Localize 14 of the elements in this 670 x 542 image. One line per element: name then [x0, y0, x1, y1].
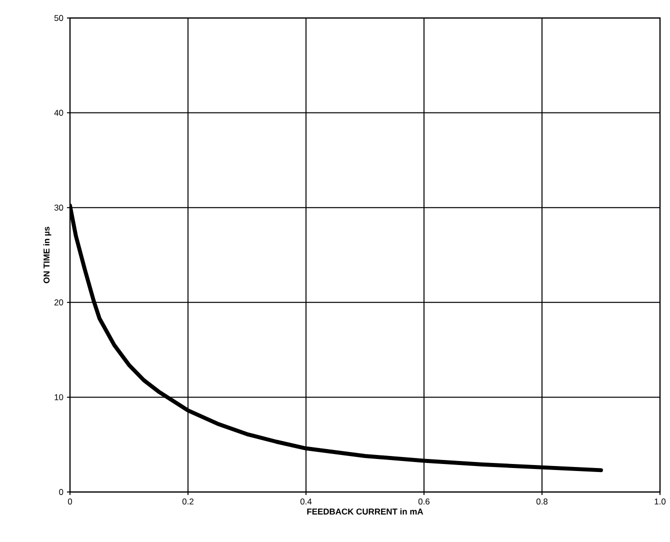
x-tick-label: 0.8	[536, 498, 548, 505]
x-tick-label: 1.0	[654, 498, 666, 505]
x-tick-label: 0.6	[418, 498, 430, 505]
x-tick-label: 0.4	[300, 498, 312, 505]
y-tick-label: 40	[54, 110, 64, 116]
y-tick-label: 10	[54, 394, 64, 400]
x-axis-title: FEEDBACK CURRENT in mA	[307, 508, 424, 515]
y-axis-title: ON TIME in µs	[43, 226, 52, 284]
y-tick-label: 20	[54, 299, 64, 306]
y-tick-label: 30	[54, 204, 64, 211]
x-tick-label: 0	[68, 498, 72, 505]
y-tick-label: 50	[54, 15, 64, 21]
y-tick-label: 0	[59, 489, 64, 495]
x-tick-label: 0.2	[182, 498, 194, 505]
